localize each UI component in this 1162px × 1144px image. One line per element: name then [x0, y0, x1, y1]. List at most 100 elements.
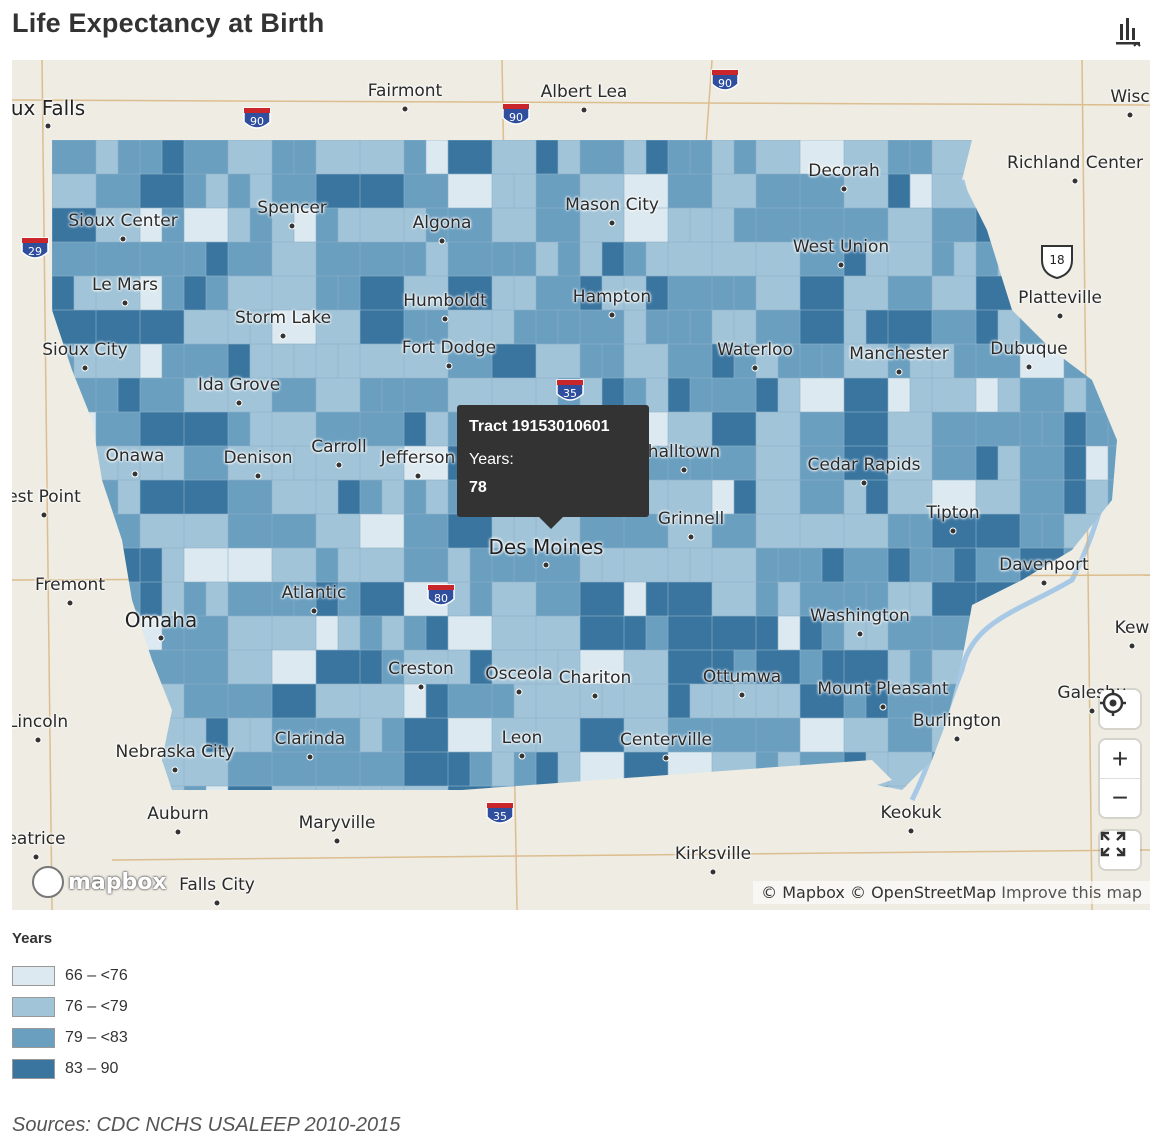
census-tract[interactable] — [381, 615, 405, 651]
census-tract[interactable] — [447, 785, 493, 821]
census-tract[interactable] — [183, 445, 229, 481]
census-tract[interactable] — [667, 547, 691, 583]
census-tract[interactable] — [909, 547, 933, 583]
census-tract[interactable] — [755, 649, 801, 685]
census-tract[interactable] — [337, 615, 361, 651]
census-tract[interactable] — [52, 140, 97, 175]
census-tract[interactable] — [623, 615, 647, 651]
census-tract[interactable] — [799, 343, 823, 379]
census-tract[interactable] — [799, 513, 845, 549]
census-tract[interactable] — [403, 140, 427, 175]
census-tract[interactable] — [271, 140, 295, 175]
census-tract[interactable] — [755, 275, 801, 311]
census-tract[interactable] — [579, 309, 625, 345]
census-tract[interactable] — [755, 479, 801, 515]
census-tract[interactable] — [535, 343, 581, 379]
census-tract[interactable] — [315, 377, 361, 413]
census-tract[interactable] — [271, 513, 317, 549]
census-tract[interactable] — [447, 140, 493, 175]
census-tract[interactable] — [799, 275, 845, 311]
census-tract[interactable] — [271, 479, 317, 515]
census-tract[interactable] — [227, 547, 273, 583]
census-tract[interactable] — [667, 683, 691, 719]
census-tract[interactable] — [931, 581, 977, 617]
census-tract[interactable] — [337, 207, 361, 243]
census-tract[interactable] — [95, 343, 141, 379]
census-tract[interactable] — [139, 140, 163, 175]
census-tract[interactable] — [337, 275, 361, 311]
census-tract[interactable] — [359, 411, 405, 447]
census-tract[interactable] — [447, 513, 493, 549]
census-tract[interactable] — [139, 479, 185, 515]
census-tract[interactable] — [535, 309, 559, 345]
census-tract[interactable] — [689, 377, 713, 413]
census-tract[interactable] — [52, 275, 75, 311]
census-tract[interactable] — [843, 513, 889, 549]
census-tract[interactable] — [183, 683, 229, 719]
crosshair-icon[interactable] — [1100, 690, 1140, 728]
census-tract[interactable] — [601, 241, 625, 277]
census-tract[interactable] — [183, 785, 207, 821]
census-tract[interactable] — [249, 343, 273, 379]
census-tract[interactable] — [52, 173, 97, 209]
census-tract[interactable] — [535, 615, 581, 651]
census-tract[interactable] — [513, 275, 537, 311]
census-tract[interactable] — [931, 207, 977, 243]
census-tract[interactable] — [183, 343, 229, 379]
census-tract[interactable] — [271, 615, 317, 651]
census-tract[interactable] — [139, 377, 185, 413]
census-tract[interactable] — [535, 683, 581, 719]
census-tract[interactable] — [931, 479, 977, 515]
census-tract[interactable] — [931, 445, 977, 481]
census-tract[interactable] — [1107, 411, 1150, 447]
census-tract[interactable] — [271, 275, 317, 311]
census-tract[interactable] — [579, 513, 625, 549]
choropleth-map[interactable]: 90 90 90 29 35 35 80 18 Fairmont Albert Lea ux Fa… — [12, 60, 1150, 910]
census-tract[interactable] — [711, 377, 757, 413]
census-tract[interactable] — [887, 275, 933, 311]
census-tract[interactable] — [755, 513, 801, 549]
census-tract[interactable] — [403, 479, 427, 515]
census-tract[interactable] — [271, 717, 317, 753]
census-tract[interactable] — [887, 717, 933, 753]
census-tract[interactable] — [1107, 445, 1131, 481]
census-tract[interactable] — [359, 275, 405, 311]
census-tract[interactable] — [821, 547, 845, 583]
census-tract[interactable] — [689, 547, 713, 583]
census-tract[interactable] — [447, 309, 493, 345]
census-tract[interactable] — [535, 751, 559, 787]
census-tract[interactable] — [513, 173, 537, 209]
census-tract[interactable] — [535, 717, 581, 753]
census-tract[interactable] — [205, 581, 229, 617]
census-tract[interactable] — [95, 241, 141, 277]
census-tract[interactable] — [403, 241, 427, 277]
census-tract[interactable] — [579, 683, 603, 719]
census-tract[interactable] — [447, 615, 493, 651]
census-tract[interactable] — [579, 207, 625, 243]
census-tract[interactable] — [975, 513, 1021, 549]
census-tract[interactable] — [491, 343, 537, 379]
census-tract[interactable] — [359, 445, 405, 481]
census-tract[interactable] — [117, 479, 141, 515]
census-tract[interactable] — [227, 615, 273, 651]
census-tract[interactable] — [271, 683, 317, 719]
census-tract[interactable] — [997, 445, 1021, 481]
census-tract[interactable] — [887, 411, 933, 447]
census-tract[interactable] — [491, 717, 537, 753]
census-tract[interactable] — [997, 377, 1021, 413]
census-tract[interactable] — [359, 140, 405, 175]
census-tract[interactable] — [799, 241, 845, 277]
census-tract[interactable] — [887, 241, 933, 277]
census-tract[interactable] — [557, 140, 581, 175]
census-tract[interactable] — [227, 479, 273, 515]
census-tract[interactable] — [469, 581, 493, 617]
census-tract[interactable] — [381, 377, 405, 413]
census-tract[interactable] — [227, 649, 273, 685]
census-tract[interactable] — [271, 173, 317, 209]
census-tract[interactable] — [337, 343, 361, 379]
census-tract[interactable] — [777, 547, 801, 583]
census-tract[interactable] — [667, 207, 691, 243]
census-tract[interactable] — [315, 275, 339, 311]
census-tract[interactable] — [315, 173, 361, 209]
census-tract[interactable] — [777, 615, 801, 651]
